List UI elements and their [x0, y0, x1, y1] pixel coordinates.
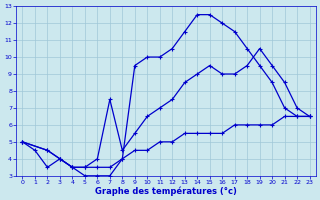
- X-axis label: Graphe des températures (°c): Graphe des températures (°c): [95, 186, 237, 196]
